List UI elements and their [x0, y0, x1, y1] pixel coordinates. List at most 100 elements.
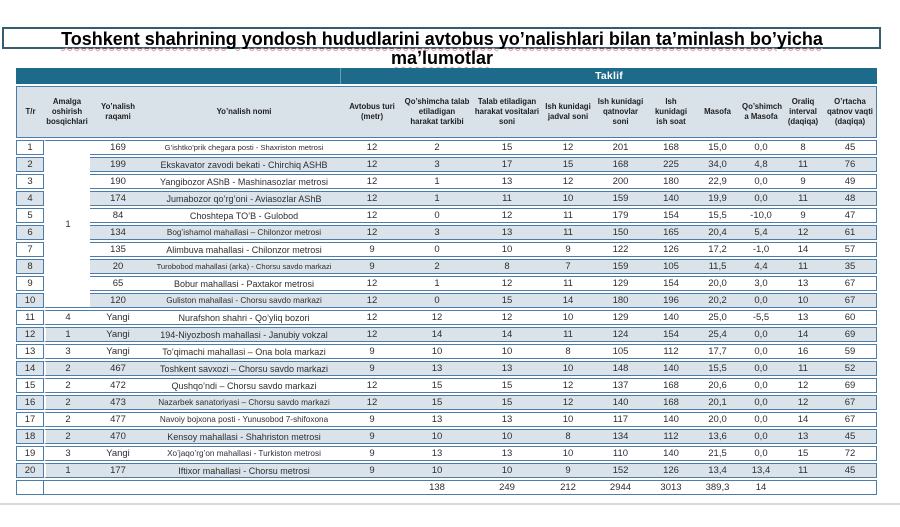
total-cell-distance: 389,3: [695, 480, 740, 495]
cell-extra-distance: 0,0: [740, 327, 782, 342]
cell-stage: 2: [44, 429, 90, 444]
cell-avg-time: 67: [824, 293, 877, 308]
cell-stage: 1: [44, 327, 90, 342]
cell-name: Nazarbek sanatoriyasi – Chorsu savdo mar…: [146, 395, 342, 410]
table-row: 7 135 Alimbuva mahallasi - Chilonzor metro…: [16, 242, 877, 257]
header-cell-bus-type: Avtobus turi (metr): [342, 86, 402, 138]
cell-extra-stock: 13: [402, 446, 472, 461]
cell-work-hours: 140: [647, 361, 695, 376]
cell-extra-distance: 0,0: [740, 446, 782, 461]
cell-tr: 1: [16, 140, 44, 155]
cell-trips: 122: [594, 242, 647, 257]
cell-work-hours: 154: [647, 327, 695, 342]
cell-tr: 3: [16, 174, 44, 189]
taklif-banner: Taklif: [16, 68, 877, 84]
cell-avg-time: 60: [824, 310, 877, 325]
table-row: 10 120 Guliston mahallasi - Chorsu savdo m…: [16, 293, 877, 308]
cell-work-hours: 225: [647, 157, 695, 172]
cell-tr: 9: [16, 276, 44, 291]
cell-bus-type: 12: [342, 157, 402, 172]
cell-extra-stock: 13: [402, 361, 472, 376]
cell-tr: 5: [16, 208, 44, 223]
cell-route: 477: [90, 412, 146, 427]
cell-name: Xo’jaqo’rg’on mahallasi - Turkiston metr…: [146, 446, 342, 461]
totals-row: 138 249 212 2944 3013 389,3 14: [16, 480, 877, 495]
cell-needed-vehicles: 12: [472, 208, 542, 223]
table-row: 1 1 169 G’ishtko’prik chegara posti - Shaxr…: [16, 140, 877, 308]
cell-bus-type: 9: [342, 446, 402, 461]
cell-route: 65: [90, 276, 146, 291]
cell-avg-time: 69: [824, 327, 877, 342]
page-title-text-line2: ma’lumotlar: [390, 48, 494, 68]
table-row: 13 3 Yangi To’qimachi mahallasi – Ona bola …: [16, 344, 877, 359]
header-cell-interval: Oraliq interval (daqiqa): [782, 86, 824, 138]
cell-interval: 14: [782, 327, 824, 342]
cell-trips: 129: [594, 310, 647, 325]
cell-tr: 18: [16, 429, 44, 444]
cell-avg-time: 45: [824, 463, 877, 478]
cell-distance: 13,4: [695, 463, 740, 478]
total-cell-work-hours: 3013: [647, 480, 695, 495]
cell-bus-type: 9: [342, 259, 402, 274]
cell-trips: 129: [594, 276, 647, 291]
cell-bus-type: 12: [342, 395, 402, 410]
cell-extra-stock: 1: [402, 276, 472, 291]
cell-stage: 1: [44, 463, 90, 478]
cell-stage: 3: [44, 344, 90, 359]
cell-extra-distance: 0,0: [740, 429, 782, 444]
cell-trips: 148: [594, 361, 647, 376]
cell-stage: 2: [44, 395, 90, 410]
cell-tr: 19: [16, 446, 44, 461]
cell-avg-time: 67: [824, 395, 877, 410]
cell-work-hours: 196: [647, 293, 695, 308]
cell-extra-distance: 4,8: [740, 157, 782, 172]
cell-schedules: 10: [542, 361, 594, 376]
cell-stage: 2: [44, 361, 90, 376]
cell-extra-stock: 2: [402, 259, 472, 274]
cell-schedules: 10: [542, 310, 594, 325]
cell-needed-vehicles: 10: [472, 463, 542, 478]
cell-tr: 6: [16, 225, 44, 240]
cell-avg-time: 49: [824, 174, 877, 189]
header-cell-stage: Amalga oshirish bosqichlari: [44, 86, 90, 138]
cell-route: 169: [90, 140, 146, 155]
cell-extra-distance: -10,0: [740, 208, 782, 223]
cell-work-hours: 140: [647, 446, 695, 461]
cell-work-hours: 168: [647, 378, 695, 393]
cell-interval: 14: [782, 242, 824, 257]
total-cell-stage: [44, 480, 90, 495]
cell-route: Yangi: [90, 344, 146, 359]
cell-work-hours: 112: [647, 344, 695, 359]
table-row: 11 4 Yangi Nurafshon shahri - Qo’yliq bozor…: [16, 310, 877, 325]
cell-route: 472: [90, 378, 146, 393]
header-cell-needed-vehicles: Talab etiladigan harakat vositalari soni: [472, 86, 542, 138]
table-row: 12 1 Yangi 194-Niyozbosh mahallasi - Janubi…: [16, 327, 877, 342]
cell-extra-stock: 0: [402, 293, 472, 308]
cell-extra-distance: 0,0: [740, 378, 782, 393]
cell-avg-time: 45: [824, 140, 877, 155]
page-title-line1: Toshkent shahrining yondosh hududlarini …: [0, 29, 884, 49]
table-row: 2 199 Ekskavator zavodi bekati - Chirchiq …: [16, 157, 877, 172]
cell-extra-stock: 0: [402, 208, 472, 223]
cell-avg-time: 67: [824, 412, 877, 427]
cell-needed-vehicles: 13: [472, 361, 542, 376]
cell-name: Turobobod mahallasi (arka) - Chorsu savd…: [146, 259, 342, 274]
cell-schedules: 11: [542, 327, 594, 342]
cell-name: Toshkent savxozi – Chorsu savdo markazi: [146, 361, 342, 376]
cell-schedules: 7: [542, 259, 594, 274]
cell-distance: 25,4: [695, 327, 740, 342]
cell-needed-vehicles: 15: [472, 395, 542, 410]
header-cell-avg-time: O’rtacha qatnov vaqti (daqiqa): [824, 86, 877, 138]
cell-distance: 25,0: [695, 310, 740, 325]
cell-bus-type: 12: [342, 276, 402, 291]
cell-needed-vehicles: 15: [472, 140, 542, 155]
header-cell-extra-distance: Qo’shimch a Masofa: [740, 86, 782, 138]
cell-bus-type: 12: [342, 208, 402, 223]
cell-route: 199: [90, 157, 146, 172]
cell-extra-stock: 10: [402, 344, 472, 359]
cell-avg-time: 35: [824, 259, 877, 274]
cell-interval: 12: [782, 378, 824, 393]
cell-interval: 13: [782, 276, 824, 291]
total-cell-interval: [782, 480, 824, 495]
cell-distance: 22,9: [695, 174, 740, 189]
